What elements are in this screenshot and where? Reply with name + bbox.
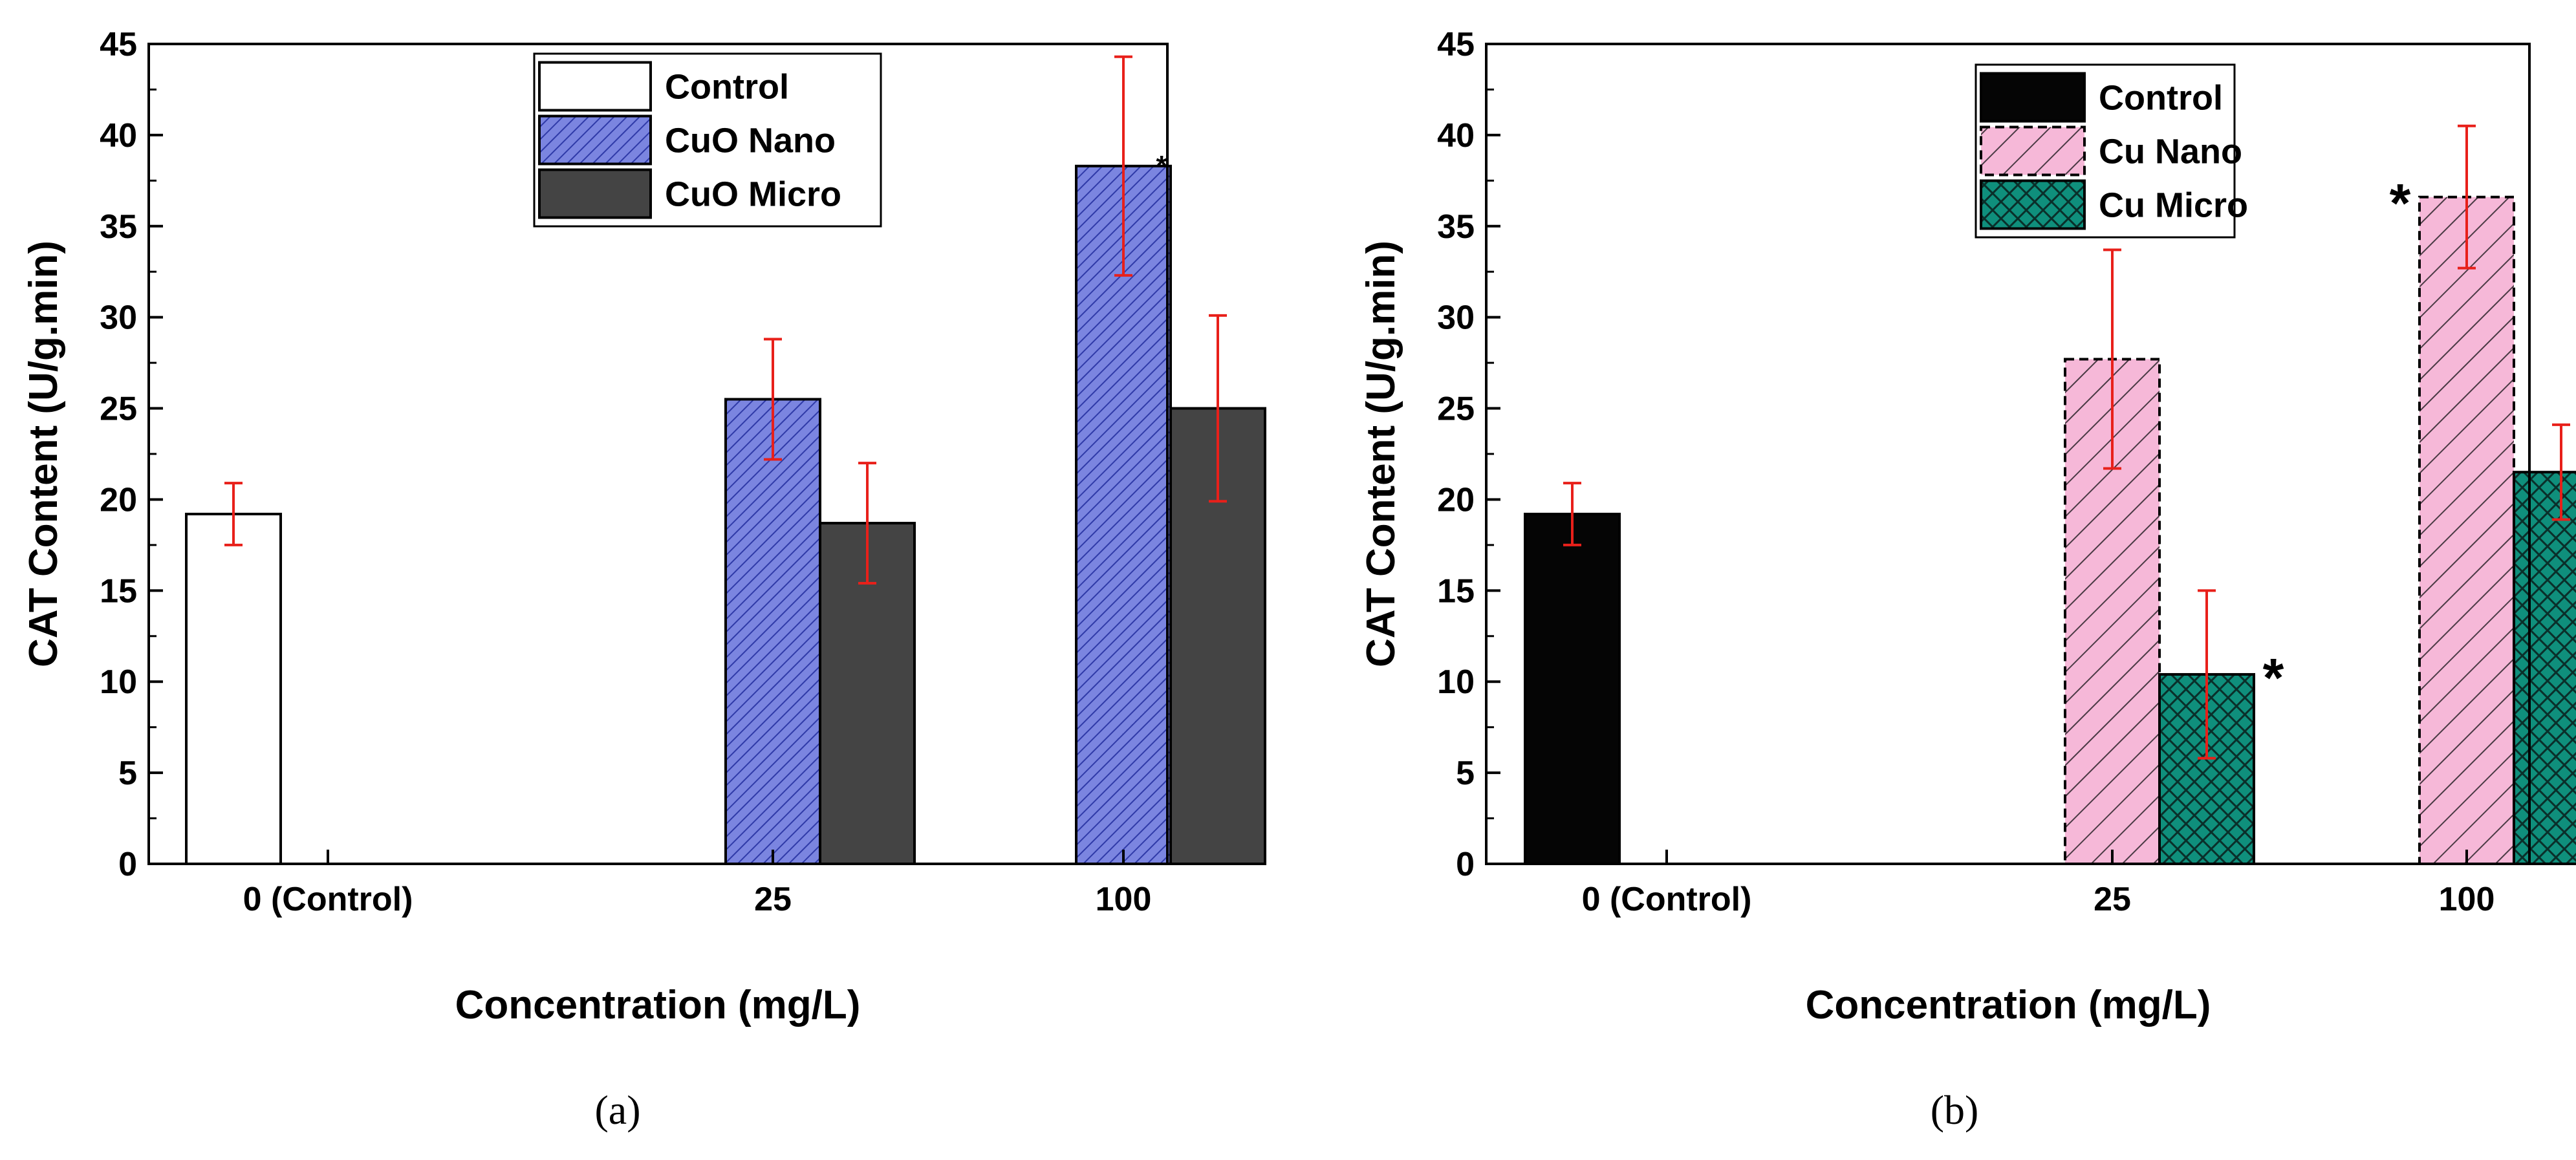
y-tick-label: 40 <box>100 117 137 155</box>
y-tick-label: 0 <box>118 846 137 883</box>
legend-label: Control <box>665 68 789 107</box>
significance-asterisk: * <box>2390 173 2411 233</box>
x-axis-title-b: Concentration (mg/L) <box>1806 983 2211 1027</box>
y-tick-label: 5 <box>1456 755 1475 792</box>
legend-label: Control <box>2099 79 2223 118</box>
x-tick-label: 100 <box>1096 881 1152 918</box>
x-tick-label: 25 <box>754 881 792 918</box>
legend-swatch <box>538 114 652 166</box>
legend-b: Control Cu Nano Cu Micro <box>1975 63 2248 239</box>
bars-a <box>185 164 1266 865</box>
x-ticks-a: 0 (Control) 25 100 <box>243 850 1152 918</box>
legend-swatch <box>1980 179 2086 230</box>
panel-label-b: (b) <box>1931 1087 1979 1133</box>
y-ticks-b: 0 5 10 15 20 25 30 35 40 45 <box>1437 26 1500 883</box>
legend-label: CuO Nano <box>665 122 836 160</box>
y-ticks-a: 0 5 10 15 20 25 30 35 40 45 <box>100 26 163 883</box>
y-tick-label: 15 <box>100 572 137 610</box>
bar-control <box>185 512 282 865</box>
y-tick-label: 0 <box>1456 846 1475 883</box>
significance-asterisk: * <box>1156 150 1167 182</box>
y-tick-label: 10 <box>1437 663 1475 701</box>
x-tick-label: 0 (Control) <box>243 881 413 918</box>
y-tick-label: 20 <box>1437 481 1475 519</box>
error-bars-b <box>1563 124 2570 760</box>
legend-swatch <box>538 61 652 112</box>
y-tick-label: 45 <box>1437 26 1475 63</box>
x-ticks-b: 0 (Control) 25 100 <box>1582 850 2495 918</box>
y-axis-title-a: CAT Content (U/g.min) <box>21 241 66 667</box>
legend-swatch <box>1980 72 2086 123</box>
x-tick-label: 100 <box>2439 881 2495 918</box>
y-tick-label: 15 <box>1437 572 1475 610</box>
significance-marks-b: ** <box>2263 173 2411 708</box>
x-axis-title-a: Concentration (mg/L) <box>455 983 861 1027</box>
bar-control <box>1524 512 1621 865</box>
legend-swatch <box>538 168 652 219</box>
y-axis-title-b: CAT Content (U/g.min) <box>1359 241 1403 667</box>
y-tick-label: 10 <box>100 663 137 701</box>
bar-cu-nano <box>2418 195 2515 865</box>
error-bars-a <box>224 55 1227 585</box>
legend-label: Cu Micro <box>2099 186 2248 225</box>
bars-b <box>1524 195 2576 866</box>
bar-cu-micro <box>2513 471 2576 865</box>
y-tick-label: 30 <box>1437 299 1475 337</box>
y-tick-label: 45 <box>100 26 137 63</box>
legend-label: Cu Nano <box>2099 133 2242 171</box>
chart-panel-a: * 0 5 10 15 20 25 30 35 40 45 0 (Control) 25 100 CA… <box>21 26 1266 1133</box>
y-tick-label: 5 <box>118 755 137 792</box>
x-tick-label: 25 <box>2094 881 2131 918</box>
bar-cuo-nano <box>724 398 821 865</box>
panel-label-a: (a) <box>594 1087 640 1133</box>
y-tick-label: 20 <box>100 481 137 519</box>
y-tick-label: 25 <box>100 391 137 428</box>
x-tick-label: 0 (Control) <box>1582 881 1752 918</box>
significance-asterisk: * <box>2263 647 2284 708</box>
bar-cuo-nano <box>1075 164 1172 865</box>
y-tick-label: 35 <box>1437 208 1475 246</box>
y-tick-label: 25 <box>1437 391 1475 428</box>
legend-label: CuO Micro <box>665 175 841 214</box>
y-tick-label: 40 <box>1437 117 1475 155</box>
y-tick-label: 30 <box>100 299 137 337</box>
legend-swatch <box>1980 125 2086 177</box>
y-tick-label: 35 <box>100 208 137 246</box>
legend-a: Control CuO Nano CuO Micro <box>533 52 882 228</box>
significance-marks-a: * <box>1156 150 1167 182</box>
